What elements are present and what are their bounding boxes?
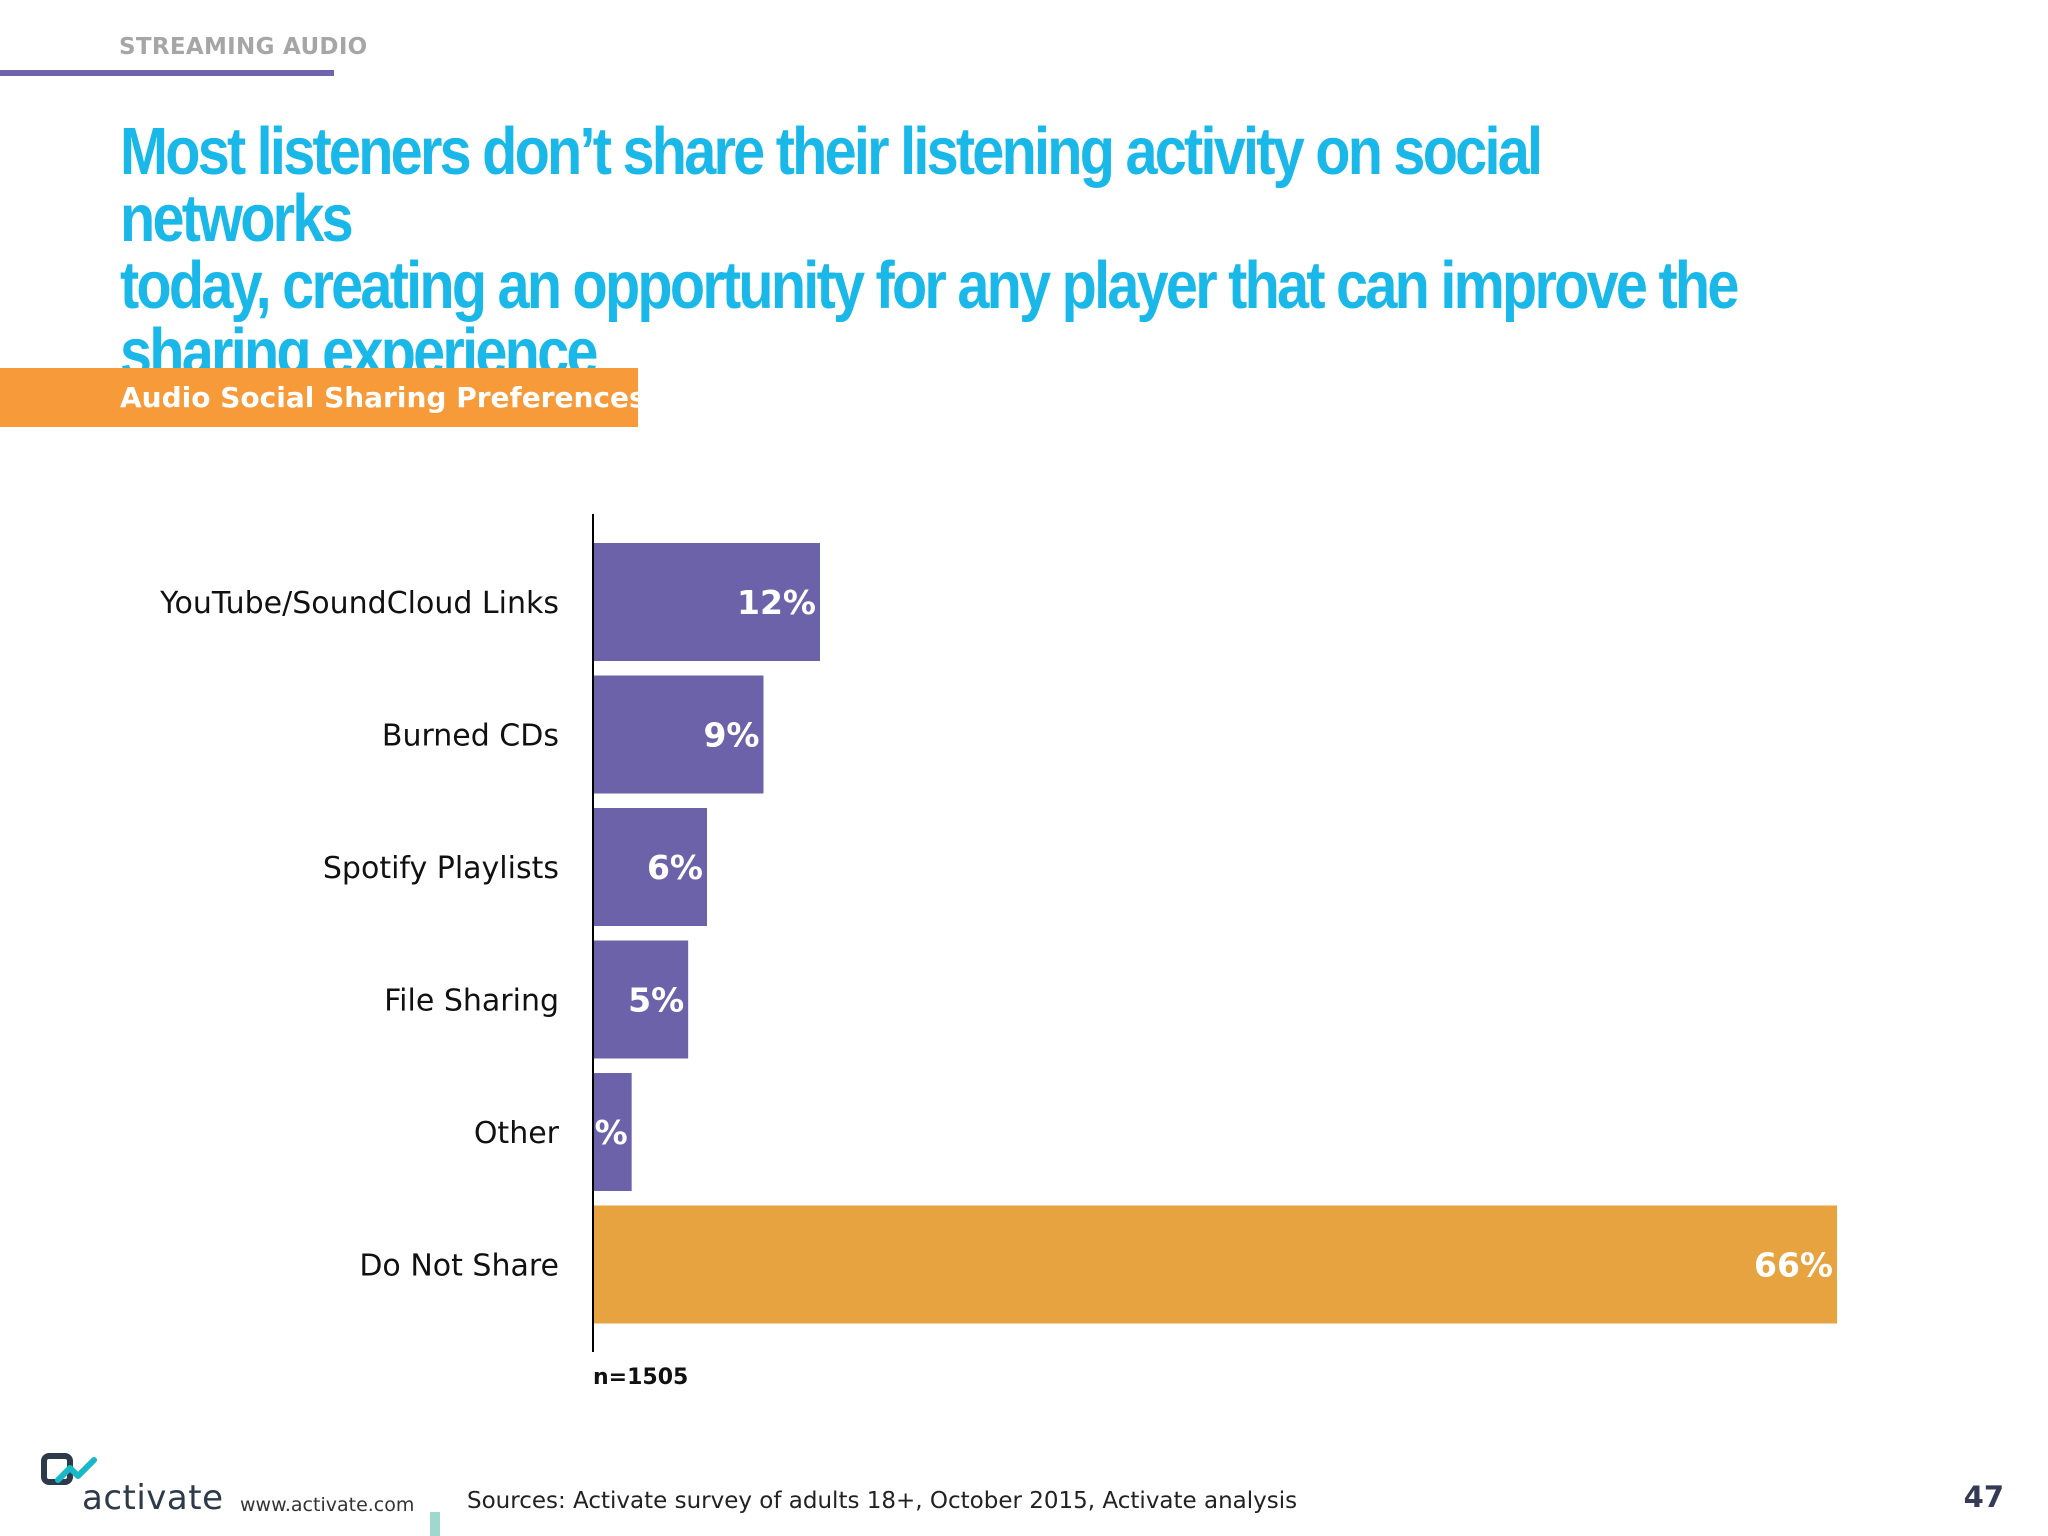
category-label: File Sharing — [384, 984, 559, 1019]
value-label: 66% — [1754, 1246, 1833, 1285]
footer-accent-bar — [430, 1512, 440, 1536]
page-number: 47 — [1963, 1480, 2004, 1514]
bars-layer: YouTube/SoundCloud Links 12% Burned CDs 9% S… — [159, 543, 1837, 1324]
chart-title: Audio Social Sharing Preferences — [120, 381, 646, 414]
category-label: YouTube/SoundCloud Links — [159, 586, 559, 621]
value-label: 5% — [628, 981, 684, 1020]
company-url[interactable]: www.activate.com — [240, 1494, 415, 1516]
bar — [594, 1205, 1837, 1324]
value-label: 6% — [647, 848, 703, 887]
category-label: Do Not Share — [359, 1249, 559, 1284]
bar-chart: YouTube/SoundCloud Links 12% Burned CDs 9% S… — [159, 514, 1837, 1390]
value-label: 2% — [572, 1113, 628, 1152]
value-label: 9% — [703, 716, 759, 755]
bar — [594, 808, 707, 926]
category-label: Spotify Playlists — [323, 851, 559, 886]
bar — [594, 675, 764, 794]
bar — [594, 1073, 632, 1191]
category-label: Other — [474, 1116, 560, 1151]
sources-note: Sources: Activate survey of adults 18+, … — [467, 1488, 1298, 1514]
bar — [594, 940, 689, 1059]
logo-wordmark: activate — [82, 1478, 224, 1518]
bar — [594, 543, 820, 661]
category-label: Burned CDs — [382, 719, 559, 754]
chart-title-banner: Audio Social Sharing Preferences — [0, 368, 646, 427]
sample-size-annotation: n=1505 — [593, 1365, 688, 1390]
activate-logo-icon — [40, 1450, 100, 1495]
section-underline — [0, 70, 334, 76]
section-label: STREAMING AUDIO — [119, 34, 368, 60]
value-label: 12% — [737, 583, 816, 622]
